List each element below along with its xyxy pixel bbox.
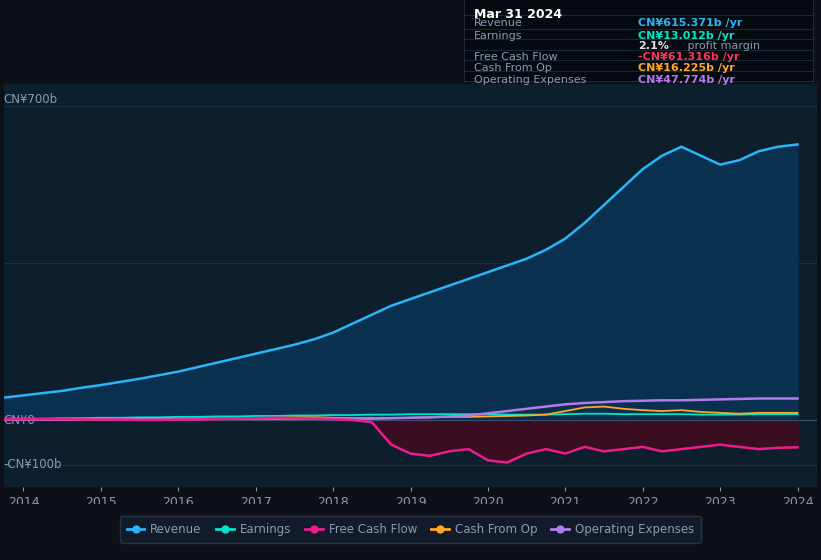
Text: Free Cash Flow: Free Cash Flow — [475, 52, 558, 62]
Text: Earnings: Earnings — [475, 31, 523, 41]
Text: Operating Expenses: Operating Expenses — [475, 74, 587, 85]
Text: CN¥0: CN¥0 — [3, 413, 35, 427]
Text: CN¥47.774b /yr: CN¥47.774b /yr — [639, 74, 736, 85]
Text: -CN¥100b: -CN¥100b — [3, 458, 62, 472]
Text: Revenue: Revenue — [475, 18, 523, 28]
Text: CN¥615.371b /yr: CN¥615.371b /yr — [639, 18, 743, 28]
Legend: Revenue, Earnings, Free Cash Flow, Cash From Op, Operating Expenses: Revenue, Earnings, Free Cash Flow, Cash … — [120, 516, 701, 543]
Text: CN¥13.012b /yr: CN¥13.012b /yr — [639, 31, 735, 41]
Text: profit margin: profit margin — [684, 41, 759, 52]
Text: 2.1%: 2.1% — [639, 41, 669, 52]
Text: CN¥16.225b /yr: CN¥16.225b /yr — [639, 63, 735, 73]
Text: Mar 31 2024: Mar 31 2024 — [475, 8, 562, 21]
Text: Cash From Op: Cash From Op — [475, 63, 553, 73]
Text: CN¥700b: CN¥700b — [3, 94, 57, 106]
Text: -CN¥61.316b /yr: -CN¥61.316b /yr — [639, 52, 740, 62]
